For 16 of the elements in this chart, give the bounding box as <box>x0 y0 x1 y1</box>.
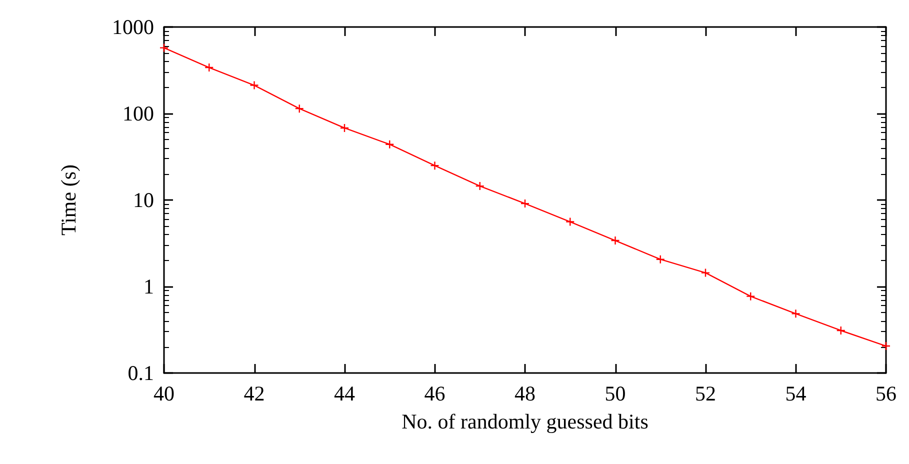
x-tick-label: 48 <box>514 382 536 406</box>
x-tick-label: 50 <box>604 382 626 406</box>
x-tick-label: 56 <box>876 382 896 406</box>
y-tick-label: 1 <box>144 274 154 298</box>
y-tick-label: 10 <box>133 188 154 212</box>
x-tick-label: 46 <box>424 382 446 406</box>
x-tick-label: 40 <box>154 382 174 406</box>
x-tick-label: 42 <box>244 382 265 406</box>
y-tick-label: 100 <box>122 102 154 126</box>
y-tick-label: 0.1 <box>128 361 154 385</box>
y-tick-label: 1000 <box>112 15 154 39</box>
x-axis-title: No. of randomly guessed bits <box>402 410 648 434</box>
x-tick-label: 52 <box>695 382 716 406</box>
x-tick-label: 54 <box>785 382 807 406</box>
x-tick-label: 44 <box>334 382 356 406</box>
y-axis-title: Time (s) <box>56 164 80 236</box>
